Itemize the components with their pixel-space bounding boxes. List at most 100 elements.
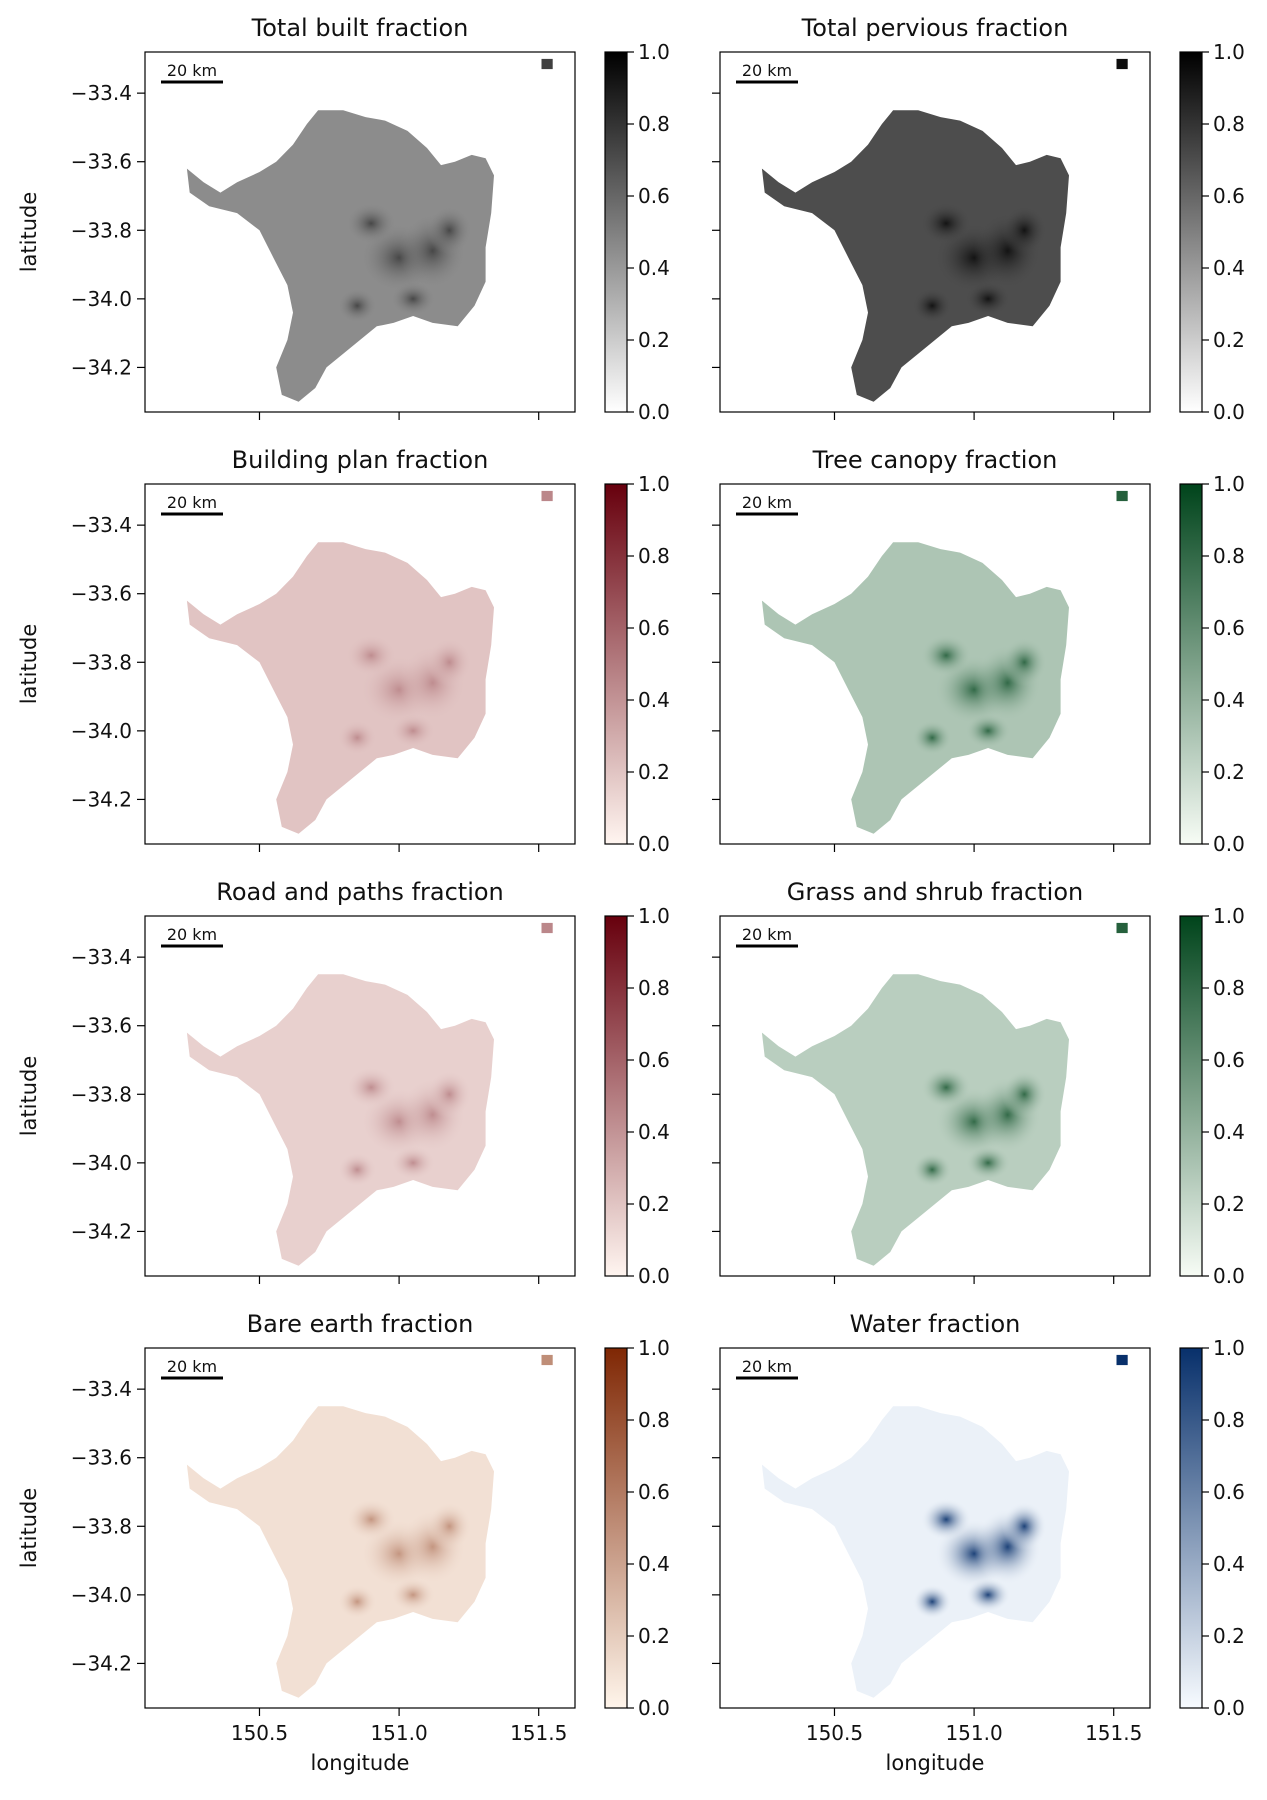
colorbar-tick-label: 0.4 xyxy=(1213,1552,1245,1576)
hotspot xyxy=(1002,206,1047,255)
colorbar-tick-label: 0.8 xyxy=(638,1408,670,1432)
scalebar-label: 20 km xyxy=(742,61,792,80)
y-axis-label: latitude xyxy=(17,624,41,705)
colorbar-tick-label: 0.0 xyxy=(1213,1264,1245,1288)
panel-grass-and-shrub-fraction: Grass and shrub fraction 20 km 0.0 0.2 0.4 0.… xyxy=(712,878,1245,1288)
urban-area-fill xyxy=(761,1406,1069,1698)
colorbar-tick-label: 0.4 xyxy=(638,1552,670,1576)
plot-frame xyxy=(719,483,1151,845)
colorbar-tick-label: 0.8 xyxy=(1213,112,1245,136)
colorbar-tick-label: 1.0 xyxy=(638,1336,670,1360)
hotspot xyxy=(427,206,472,255)
hotspot xyxy=(965,713,1011,748)
hotspot xyxy=(337,1152,377,1187)
y-tick-label: −34.2 xyxy=(71,355,132,379)
colorbar-tick-label: 0.6 xyxy=(1213,1480,1245,1504)
scalebar-label: 20 km xyxy=(167,493,217,512)
colorbar-tick-label: 0.2 xyxy=(638,1192,670,1216)
hotspot xyxy=(912,288,952,323)
hotspot xyxy=(346,1498,397,1540)
panel-water-fraction: Water fraction 20 km 150.5 151.0 151.5 longit… xyxy=(712,1310,1245,1775)
hotspot xyxy=(390,281,436,316)
panel-title: Total built fraction xyxy=(251,14,469,42)
hotspot xyxy=(427,1070,472,1119)
panel-title: Tree canopy fraction xyxy=(812,446,1058,474)
hotspot xyxy=(921,634,972,677)
hotspot xyxy=(965,281,1011,316)
colorbar xyxy=(1179,483,1203,845)
x-tick-label: 150.5 xyxy=(806,1721,863,1745)
colorbar xyxy=(604,915,628,1277)
islet-fill xyxy=(1116,1354,1128,1366)
y-tick-label: −33.4 xyxy=(71,945,132,969)
y-tick-label: −33.6 xyxy=(71,150,132,174)
islet-fill xyxy=(1116,490,1128,502)
colorbar-tick-label: 1.0 xyxy=(638,904,670,928)
panel-title: Bare earth fraction xyxy=(247,1310,474,1338)
colorbar-tick-label: 0.6 xyxy=(638,616,670,640)
hotspot xyxy=(912,1584,952,1619)
x-axis-label: longitude xyxy=(886,1751,985,1775)
y-tick-label: −34.0 xyxy=(71,287,132,311)
colorbar-tick-label: 1.0 xyxy=(1213,1336,1245,1360)
hotspot xyxy=(427,1502,472,1551)
colorbar-tick-label: 0.2 xyxy=(638,328,670,352)
plot-frame xyxy=(719,1347,1151,1709)
y-tick-label: −33.8 xyxy=(71,1082,132,1106)
panel-title: Building plan fraction xyxy=(232,446,489,474)
colorbar-tick-label: 0.0 xyxy=(1213,832,1245,856)
urban-area-fill xyxy=(186,974,494,1266)
x-tick-label: 151.0 xyxy=(945,1721,1002,1745)
panel-title: Road and paths fraction xyxy=(216,878,504,906)
colorbar-tick-label: 0.6 xyxy=(638,184,670,208)
colorbar-tick-label: 0.6 xyxy=(1213,1048,1245,1072)
colorbar-tick-label: 0.2 xyxy=(1213,1192,1245,1216)
colorbar-tick-label: 0.0 xyxy=(1213,1696,1245,1720)
colorbar-tick-label: 0.4 xyxy=(638,1120,670,1144)
hotspot xyxy=(390,1577,436,1613)
hotspot xyxy=(337,1584,377,1619)
colorbar xyxy=(604,1347,628,1709)
colorbar-tick-label: 0.6 xyxy=(1213,184,1245,208)
hotspot xyxy=(1002,638,1047,687)
hotspot xyxy=(337,288,377,323)
hotspot xyxy=(965,1145,1011,1181)
colorbar-tick-label: 1.0 xyxy=(1213,904,1245,928)
y-tick-label: −34.0 xyxy=(71,719,132,743)
colorbar xyxy=(1179,915,1203,1277)
hotspot xyxy=(965,1577,1011,1613)
colorbar-tick-label: 0.0 xyxy=(638,832,670,856)
plot-frame xyxy=(719,915,1151,1277)
panel-building-plan-fraction: Building plan fraction 20 km −33.4 −33.6 −33… xyxy=(17,446,670,856)
y-tick-label: −34.2 xyxy=(71,1651,132,1675)
y-tick-label: −33.8 xyxy=(71,218,132,242)
colorbar-tick-label: 0.2 xyxy=(638,1624,670,1648)
panel-bare-earth-fraction: Bare earth fraction 20 km −33.4 −33.6 −33.8 −… xyxy=(17,1310,670,1775)
colorbar xyxy=(604,51,628,413)
islet-fill xyxy=(541,58,553,70)
y-tick-label: −33.8 xyxy=(71,650,132,674)
hotspot xyxy=(912,720,952,755)
y-tick-label: −33.6 xyxy=(71,1446,132,1470)
y-tick-label: −34.2 xyxy=(71,1219,132,1243)
colorbar-tick-label: 0.4 xyxy=(638,688,670,712)
hotspot xyxy=(1002,1502,1047,1551)
hotspot xyxy=(346,202,397,244)
hotspot xyxy=(427,638,472,687)
scalebar-label: 20 km xyxy=(167,1357,217,1376)
hotspot xyxy=(346,1066,397,1108)
plot-frame xyxy=(144,915,576,1277)
scalebar-label: 20 km xyxy=(167,61,217,80)
x-tick-label: 151.0 xyxy=(370,1721,427,1745)
panel-road-and-paths-fraction: Road and paths fraction 20 km −33.4 −33.6 −3… xyxy=(17,878,670,1288)
hotspot xyxy=(921,202,972,244)
hotspot xyxy=(346,634,397,677)
y-tick-label: −33.8 xyxy=(71,1514,132,1538)
colorbar-tick-label: 0.0 xyxy=(638,400,670,424)
urban-area-fill xyxy=(186,110,494,402)
colorbar xyxy=(1179,51,1203,413)
islet-fill xyxy=(1116,922,1128,934)
x-tick-label: 151.5 xyxy=(510,1721,567,1745)
panel-title: Grass and shrub fraction xyxy=(787,878,1083,906)
